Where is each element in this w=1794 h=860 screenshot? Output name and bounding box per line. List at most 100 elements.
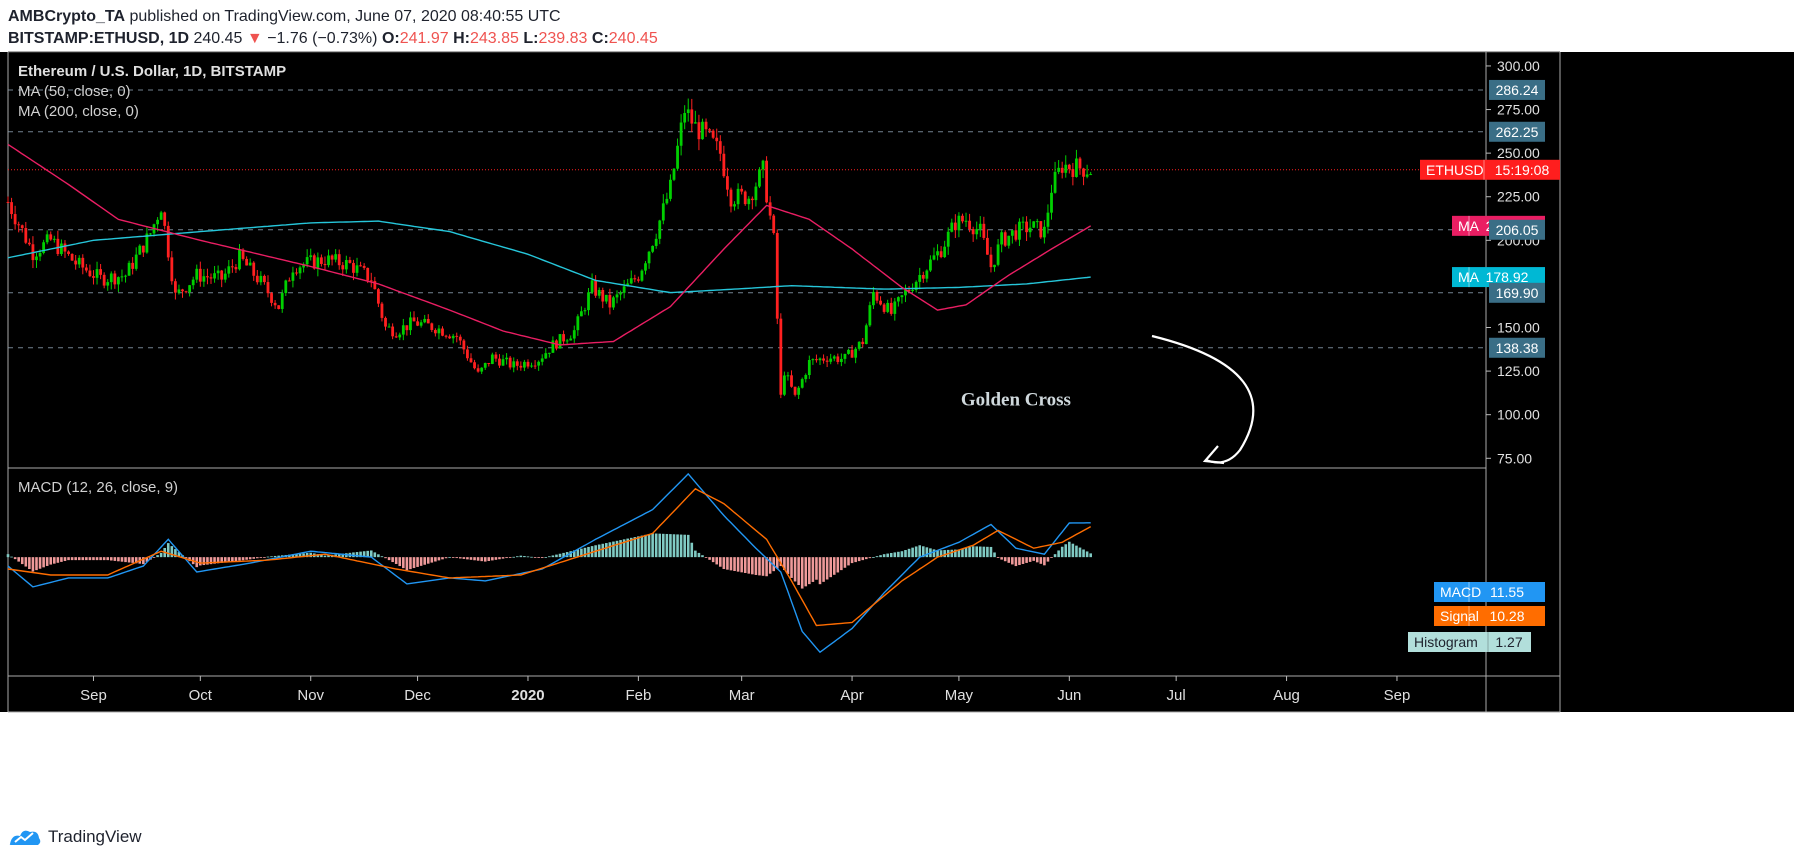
candle-body[interactable] (736, 188, 740, 205)
candle-body[interactable] (448, 336, 452, 339)
candle-body[interactable] (544, 353, 548, 359)
candle-body[interactable] (772, 215, 776, 233)
candle-body[interactable] (490, 354, 494, 364)
candle-body[interactable] (775, 232, 779, 319)
candle-body[interactable] (640, 270, 644, 281)
candle-body[interactable] (818, 358, 822, 361)
candle-body[interactable] (1078, 158, 1082, 169)
candle-body[interactable] (138, 245, 142, 255)
candle-body[interactable] (704, 121, 708, 130)
candle-body[interactable] (1003, 232, 1007, 246)
candle-body[interactable] (88, 270, 92, 277)
candle-body[interactable] (993, 264, 996, 268)
last-price-label[interactable]: ETHUSD 15:19:08 (1420, 159, 1560, 180)
candle-body[interactable] (722, 153, 726, 177)
candle-body[interactable] (238, 249, 241, 270)
candle-body[interactable] (1053, 171, 1057, 193)
candle-body[interactable] (929, 259, 932, 271)
candle-body[interactable] (1021, 221, 1025, 223)
candle-body[interactable] (918, 274, 922, 282)
candle-body[interactable] (284, 280, 288, 294)
candle-body[interactable] (163, 212, 167, 226)
candle-body[interactable] (715, 137, 719, 142)
ma50-line[interactable] (7, 143, 1092, 346)
candle-body[interactable] (309, 255, 313, 258)
candle-body[interactable] (690, 109, 694, 124)
candle-body[interactable] (565, 340, 569, 342)
candle-body[interactable] (750, 198, 754, 201)
candle-body[interactable] (291, 272, 295, 281)
candle-body[interactable] (384, 317, 387, 327)
candle-body[interactable] (1046, 212, 1050, 227)
candle-body[interactable] (647, 251, 651, 264)
candle-body[interactable] (839, 358, 843, 362)
candle-body[interactable] (84, 267, 88, 271)
candle-body[interactable] (597, 289, 601, 296)
candle-body[interactable] (626, 283, 630, 287)
candle-body[interactable] (252, 262, 256, 276)
candle-body[interactable] (1075, 158, 1078, 177)
candle-body[interactable] (127, 262, 131, 276)
candle-body[interactable] (305, 257, 309, 265)
candle-body[interactable] (708, 129, 712, 131)
candle-body[interactable] (230, 266, 234, 268)
candle-body[interactable] (672, 168, 676, 180)
candle-body[interactable] (245, 258, 249, 266)
candle-body[interactable] (501, 359, 505, 366)
candle-body[interactable] (430, 323, 434, 330)
candle-body[interactable] (523, 361, 526, 368)
signal-value-label[interactable]: Signal 10.28 (1434, 606, 1545, 626)
candle-body[interactable] (829, 358, 833, 362)
candle-body[interactable] (669, 179, 672, 199)
candle-body[interactable] (587, 292, 590, 311)
candle-body[interactable] (1025, 221, 1028, 233)
candle-body[interactable] (483, 362, 487, 368)
candle-body[interactable] (27, 242, 31, 245)
level-price-label[interactable]: 138.38 (1489, 337, 1545, 358)
candle-body[interactable] (968, 220, 971, 230)
tradingview-brand[interactable]: TradingView (48, 827, 142, 846)
candle-body[interactable] (815, 359, 818, 361)
candle-body[interactable] (832, 356, 836, 359)
candle-body[interactable] (181, 289, 184, 292)
candle-body[interactable] (925, 270, 929, 279)
candle-body[interactable] (120, 276, 124, 278)
candle-body[interactable] (676, 145, 679, 169)
candle-body[interactable] (505, 357, 509, 360)
candle-body[interactable] (904, 289, 907, 296)
candle-body[interactable] (804, 375, 808, 380)
candle-body[interactable] (487, 362, 491, 364)
candle-body[interactable] (362, 265, 366, 268)
candle-body[interactable] (547, 352, 551, 354)
candle-body[interactable] (451, 335, 455, 339)
candle-body[interactable] (391, 326, 395, 337)
candle-body[interactable] (49, 234, 53, 240)
candle-body[interactable] (401, 325, 405, 335)
candle-body[interactable] (337, 254, 341, 266)
candle-body[interactable] (594, 280, 598, 296)
candle-body[interactable] (494, 354, 498, 359)
candle-body[interactable] (540, 358, 544, 362)
candle-body[interactable] (765, 160, 768, 203)
candle-body[interactable] (409, 317, 412, 331)
candle-body[interactable] (234, 267, 238, 270)
candle-body[interactable] (263, 275, 266, 283)
candle-body[interactable] (601, 289, 605, 302)
candle-body[interactable] (35, 256, 38, 261)
candle-body[interactable] (380, 303, 384, 318)
candle-body[interactable] (13, 214, 17, 225)
candle-body[interactable] (768, 202, 772, 216)
candle-body[interactable] (683, 113, 687, 123)
candle-body[interactable] (1050, 192, 1053, 213)
candle-body[interactable] (24, 228, 28, 243)
candle-body[interactable] (63, 243, 67, 252)
candle-body[interactable] (961, 215, 964, 222)
candle-body[interactable] (743, 191, 747, 205)
candle-body[interactable] (1028, 227, 1032, 233)
candle-body[interactable] (341, 265, 345, 270)
candle-body[interactable] (622, 286, 626, 293)
candle-body[interactable] (1039, 221, 1043, 238)
candle-body[interactable] (651, 245, 655, 252)
candle-body[interactable] (793, 386, 797, 395)
candle-body[interactable] (875, 291, 879, 301)
